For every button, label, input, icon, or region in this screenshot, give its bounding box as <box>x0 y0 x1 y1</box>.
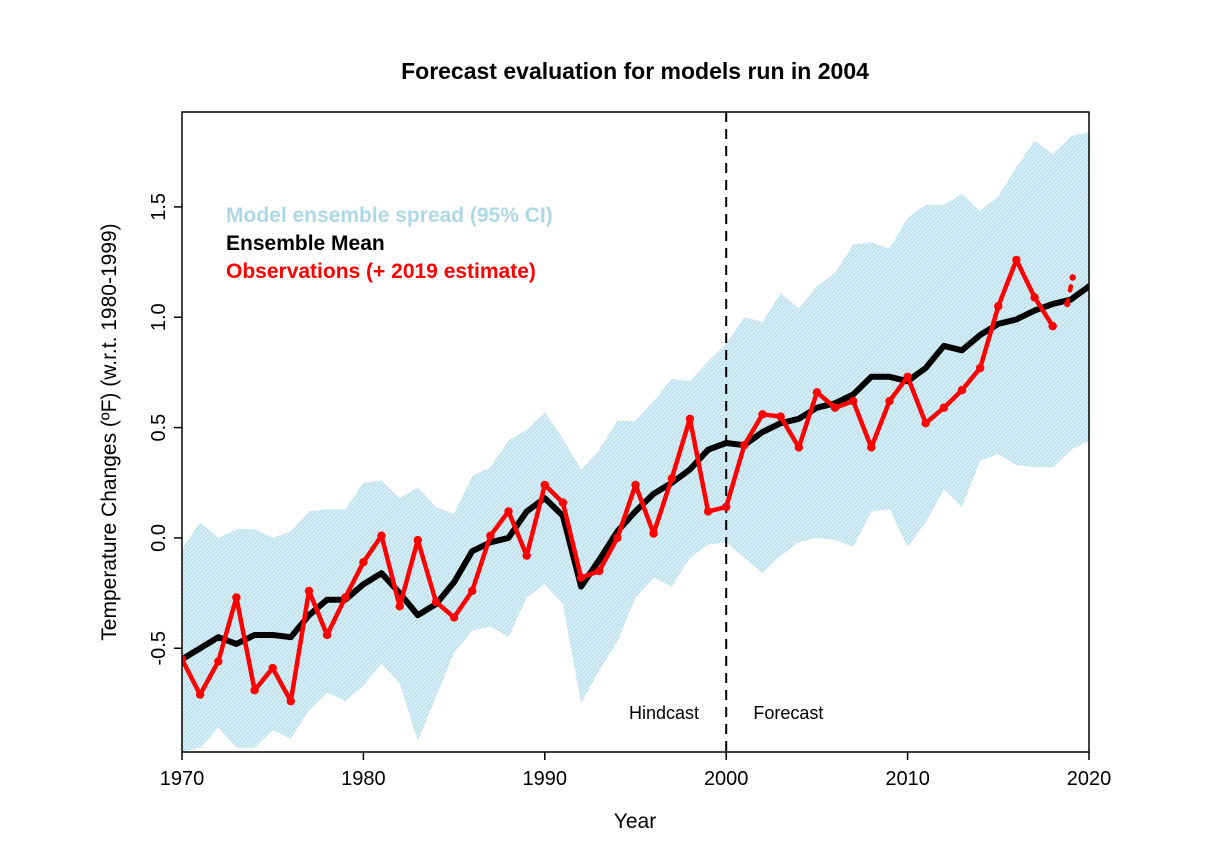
observation-point <box>359 558 368 567</box>
ensemble-mean-line <box>182 283 1089 663</box>
observation-point <box>994 302 1003 311</box>
observation-point <box>486 531 495 540</box>
observation-point <box>341 593 350 602</box>
ensemble-spread-band <box>182 131 1089 752</box>
observation-point <box>649 529 658 538</box>
chart-title: Forecast evaluation for models run in 20… <box>401 58 869 84</box>
observation-point <box>232 593 241 602</box>
x-tick-label: 2000 <box>704 768 749 790</box>
observation-point <box>504 507 513 516</box>
observation-point <box>250 686 259 695</box>
observation-point <box>722 502 731 512</box>
observation-point <box>468 586 477 596</box>
observation-point <box>413 535 422 545</box>
x-tick-label: 1980 <box>341 768 386 790</box>
observation-point <box>939 403 949 412</box>
plot-area <box>182 112 1089 752</box>
y-axis: -0.5 0.0 0.5 1.0 1.5 <box>148 193 182 666</box>
observation-point <box>522 551 531 560</box>
observation-points <box>182 255 1057 706</box>
observation-point <box>558 498 568 507</box>
observation-point <box>794 443 803 452</box>
observation-point <box>631 480 640 490</box>
annotations: Hindcast Forecast <box>629 703 823 723</box>
observation-point <box>595 566 604 576</box>
observation-point <box>703 507 713 516</box>
observation-point <box>304 586 314 596</box>
observation-point <box>431 597 441 607</box>
y-tick-label: 1.5 <box>148 193 170 221</box>
legend-entry: Observations (+ 2019 estimate) <box>226 260 536 283</box>
x-tick-label: 2020 <box>1067 768 1112 790</box>
observation-point <box>182 655 187 664</box>
y-tick-label: 1.0 <box>148 303 170 331</box>
estimate-2019-segment <box>1064 275 1075 307</box>
observation-point <box>740 441 749 450</box>
y-axis-label: Temperature Changes (ºF) (w.r.t. 1980-19… <box>98 223 121 640</box>
observation-point <box>1048 321 1057 331</box>
observation-point <box>613 533 622 543</box>
x-axis-label: Year <box>614 810 656 833</box>
x-tick-label: 1970 <box>160 768 205 790</box>
annotation-hindcast: Hindcast <box>629 703 699 723</box>
observation-point <box>776 412 785 421</box>
observation-point <box>921 419 930 428</box>
legend-entry: Model ensemble spread (95% CI) <box>226 204 553 227</box>
observation-point <box>377 531 386 540</box>
observation-point <box>322 630 332 640</box>
observation-point <box>830 403 840 412</box>
observation-point <box>214 657 223 666</box>
observation-point <box>957 385 967 395</box>
observation-point <box>849 396 858 406</box>
x-tick-label: 1990 <box>523 768 568 790</box>
observation-point <box>976 363 985 373</box>
observation-point <box>268 663 277 673</box>
observation-point <box>885 396 894 406</box>
observation-point <box>195 690 205 699</box>
plot-frame <box>181 111 1090 753</box>
x-tick-label: 2010 <box>885 768 930 790</box>
observation-point <box>667 474 676 483</box>
observation-point <box>1012 255 1021 265</box>
y-tick-label: 0.0 <box>148 524 170 552</box>
observation-point <box>685 414 695 423</box>
y-tick-label: 0.5 <box>148 414 170 442</box>
observation-point <box>903 372 912 381</box>
annotation-forecast: Forecast <box>753 703 823 723</box>
observation-point <box>286 697 295 706</box>
legend-entry: Ensemble Mean <box>226 232 385 255</box>
estimate-point <box>1069 274 1076 281</box>
y-tick-label: -0.5 <box>148 631 170 665</box>
observation-point <box>758 410 767 419</box>
estimate-2019-points <box>1064 274 1076 308</box>
observation-point <box>449 613 459 622</box>
observation-point <box>395 602 404 611</box>
x-axis: 1970 1980 1990 2000 2010 2020 <box>160 752 1112 790</box>
observation-point <box>867 443 876 452</box>
observation-point <box>576 573 586 582</box>
observation-point <box>540 480 549 490</box>
observation-point <box>1030 293 1039 302</box>
observation-point <box>812 388 822 397</box>
estimate-point <box>1064 300 1071 308</box>
legend: Model ensemble spread (95% CI) Ensemble M… <box>226 204 553 283</box>
